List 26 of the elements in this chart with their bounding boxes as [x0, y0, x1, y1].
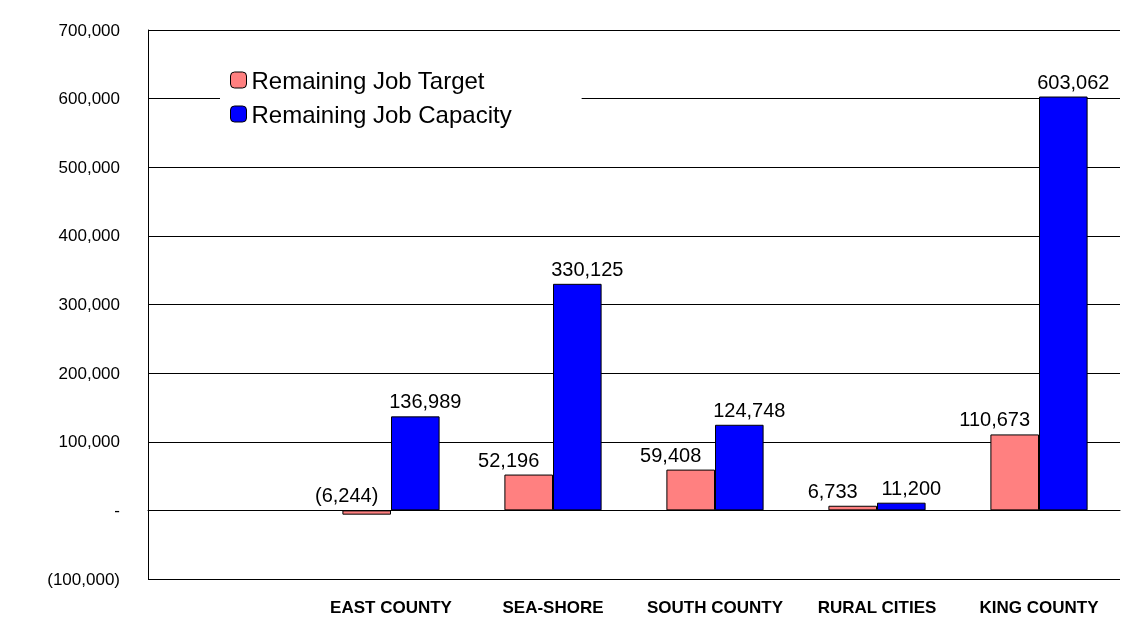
- y-tick-label: -: [114, 500, 120, 520]
- x-tick-label: SEA-SHORE: [502, 597, 604, 617]
- y-tick-label: 400,000: [58, 226, 120, 246]
- x-tick-label: SOUTH COUNTY: [647, 597, 784, 617]
- data-label: (6,244): [315, 484, 379, 507]
- data-label: 110,673: [959, 408, 1031, 431]
- y-tick-label: 500,000: [58, 157, 120, 177]
- data-label: 124,748: [713, 398, 786, 421]
- y-tick-label: 600,000: [58, 89, 120, 109]
- y-tick-label: (100,000): [47, 569, 120, 589]
- data-label: 6,733: [807, 479, 858, 502]
- x-tick-label: EAST COUNTY: [330, 597, 453, 617]
- y-tick-label: 700,000: [58, 20, 120, 40]
- data-label: 603,062: [1037, 70, 1110, 93]
- y-tick-label: 100,000: [58, 432, 120, 452]
- data-label: 136,989: [389, 390, 462, 413]
- legend-label: Remaining Job Capacity: [251, 100, 512, 128]
- y-tick-label: 300,000: [58, 295, 120, 314]
- y-tick-label: 200,000: [58, 363, 120, 383]
- data-label: 330,125: [551, 257, 624, 280]
- x-tick-label: RURAL CITIES: [817, 597, 937, 617]
- data-label: 59,408: [640, 443, 702, 466]
- data-label: 11,200: [881, 476, 942, 499]
- x-tick-label: KING COUNTY: [979, 597, 1100, 617]
- data-label: 52,196: [478, 448, 540, 471]
- legend-label: Remaining Job Target: [251, 66, 485, 94]
